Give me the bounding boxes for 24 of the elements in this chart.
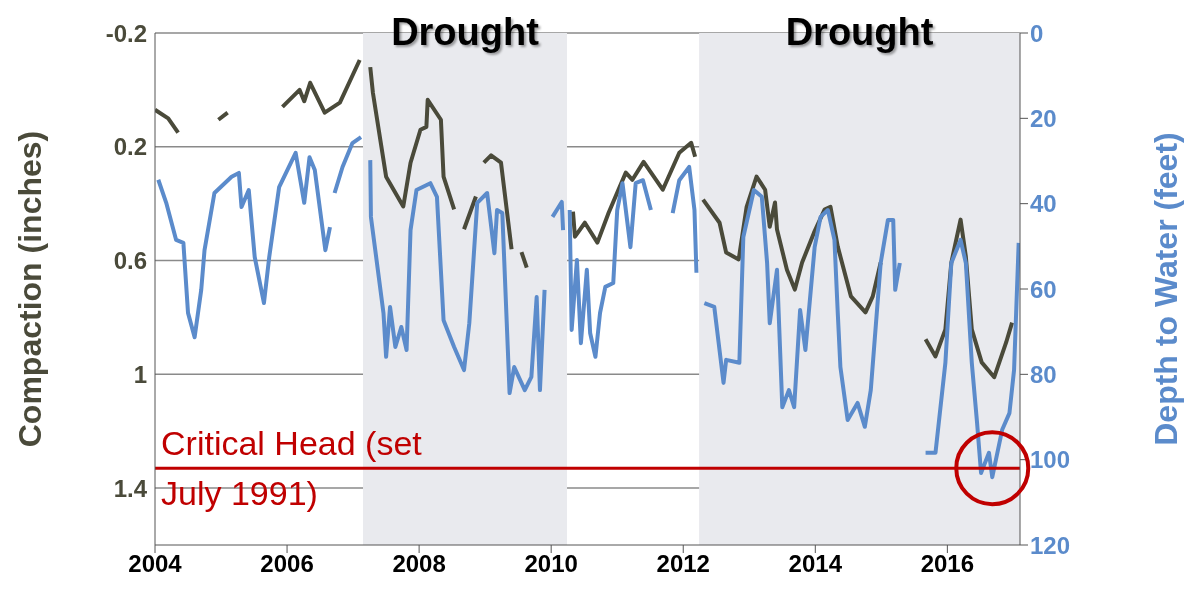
ref-line-label: Critical Head (set July 1991) [161, 423, 423, 515]
y-tick-label: 0.2 [113, 133, 147, 161]
y2-tick-label: 0 [1030, 19, 1044, 47]
x-tick-label: 2008 [392, 550, 446, 578]
y-tick-label: -0.2 [105, 19, 147, 47]
x-tick-label: 2014 [788, 550, 843, 578]
y-tick-label: 1 [133, 360, 147, 388]
y2-tick-label: 60 [1030, 275, 1057, 303]
y2-tick-label: 120 [1030, 531, 1071, 559]
x-tick-label: 2010 [524, 550, 578, 578]
x-tick-label: 2004 [128, 550, 183, 578]
band-label: Drought [785, 11, 934, 53]
y-tick-label: 1.4 [113, 474, 148, 502]
y2-tick-label: 40 [1030, 190, 1057, 218]
y2-tick-label: 20 [1030, 104, 1057, 132]
y2-axis-title: Depth to Water (feet) [1148, 132, 1185, 446]
x-tick-label: 2006 [260, 550, 314, 578]
y2-tick-label: 80 [1030, 360, 1057, 388]
x-tick-label: 2012 [656, 550, 710, 578]
y2-tick-label: 100 [1030, 446, 1071, 474]
band-label: Drought [391, 11, 540, 53]
x-tick-label: 2016 [920, 550, 975, 578]
y-axis-title: Compaction (inches) [12, 130, 49, 448]
y-tick-label: 0.6 [113, 247, 147, 275]
